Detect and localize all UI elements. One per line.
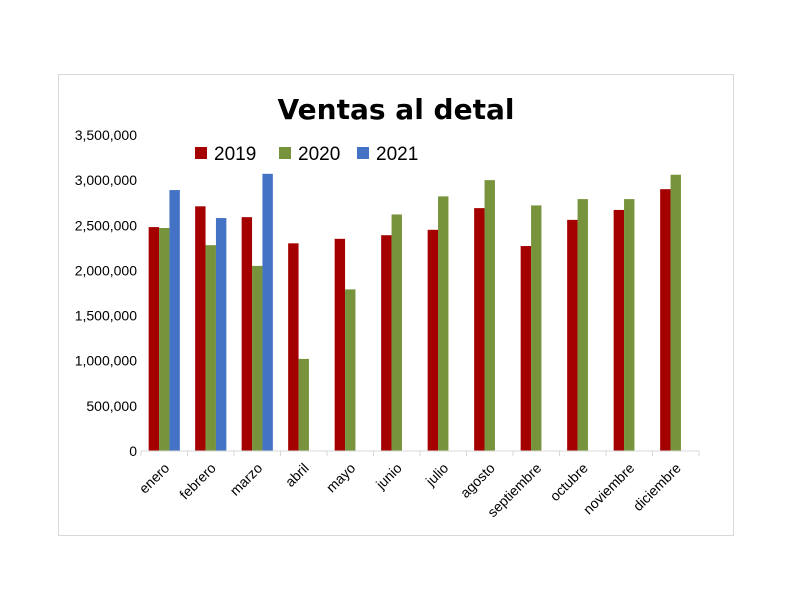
legend: 2019 2020 2021 <box>195 144 418 165</box>
bar-2020-julio <box>438 196 449 451</box>
legend-item-2019: 2019 <box>195 144 256 165</box>
bar-2021-enero <box>169 190 180 451</box>
y-tick-label: 0 <box>129 443 137 459</box>
bar-2020-agosto <box>484 180 495 451</box>
legend-label: 2019 <box>214 144 256 165</box>
bar-2020-enero <box>159 227 170 451</box>
bar-2019-febrero <box>195 206 206 451</box>
bar-2019-octubre <box>567 219 578 451</box>
bar-2020-octubre <box>577 199 588 451</box>
bar-2020-abril <box>298 358 309 451</box>
x-tick-label: julio <box>422 460 452 490</box>
y-tick-label: 500,000 <box>86 398 137 414</box>
x-tick-label: mayo <box>323 460 359 496</box>
legend-swatch <box>279 147 291 159</box>
y-axis: 0 500,000 1,000,000 1,500,000 2,000,000 2,500… <box>75 127 138 459</box>
y-tick-label: 1,500,000 <box>75 308 137 324</box>
bar-2019-marzo <box>241 217 253 451</box>
bar-2019-julio <box>427 229 439 451</box>
y-tick-label: 2,000,000 <box>75 262 137 278</box>
x-tick-label: marzo <box>227 460 266 499</box>
bar-2020-noviembre <box>624 199 635 451</box>
bar-2019-noviembre <box>613 209 625 451</box>
bar-2019-enero <box>148 227 160 451</box>
bar-2019-agosto <box>474 208 485 451</box>
x-tick-label: agosto <box>457 460 498 501</box>
x-axis: enero febrero marzo abril mayo junio julio agos… <box>136 450 700 520</box>
bar-2020-septiembre <box>531 205 542 451</box>
bar-2019-junio <box>381 235 392 451</box>
bar-2019-diciembre <box>660 189 671 451</box>
legend-item-2021: 2021 <box>357 144 418 165</box>
chart-svg: Ventas al detal 2019 2020 2021 0 500,000 1,0… <box>75 93 700 520</box>
bar-2019-abril <box>288 243 299 451</box>
bar-2020-junio <box>391 214 402 451</box>
bar-2020-mayo <box>345 289 356 451</box>
legend-swatch <box>357 147 369 159</box>
chart-area: Ventas al detal 2019 2020 2021 0 500,000 1,0… <box>58 74 734 536</box>
legend-label: 2021 <box>376 144 418 165</box>
y-tick-label: 2,500,000 <box>75 217 137 233</box>
x-tick-label: abril <box>282 460 312 490</box>
x-tick-label: junio <box>372 460 405 493</box>
x-tick-label: noviembre <box>580 460 638 518</box>
legend-item-2020: 2020 <box>279 144 340 165</box>
y-tick-label: 3,000,000 <box>75 172 137 188</box>
bar-2021-febrero <box>215 218 227 451</box>
legend-label: 2020 <box>298 144 340 165</box>
bar-2020-febrero <box>205 245 216 451</box>
bar-2020-diciembre <box>670 174 681 451</box>
x-tick-label: octubre <box>547 460 591 504</box>
bars <box>148 173 681 451</box>
y-tick-label: 3,500,000 <box>75 127 137 143</box>
bar-2019-mayo <box>334 238 346 451</box>
x-tick-label: diciembre <box>630 460 684 514</box>
y-tick-label: 1,000,000 <box>75 353 137 369</box>
bar-2019-septiembre <box>520 246 532 451</box>
x-tick-label: febrero <box>176 460 219 503</box>
chart-title: Ventas al detal <box>278 93 515 126</box>
x-tick-label: enero <box>136 460 173 497</box>
bar-2021-marzo <box>262 173 273 451</box>
bar-2020-marzo <box>252 265 263 451</box>
legend-swatch <box>195 147 207 159</box>
